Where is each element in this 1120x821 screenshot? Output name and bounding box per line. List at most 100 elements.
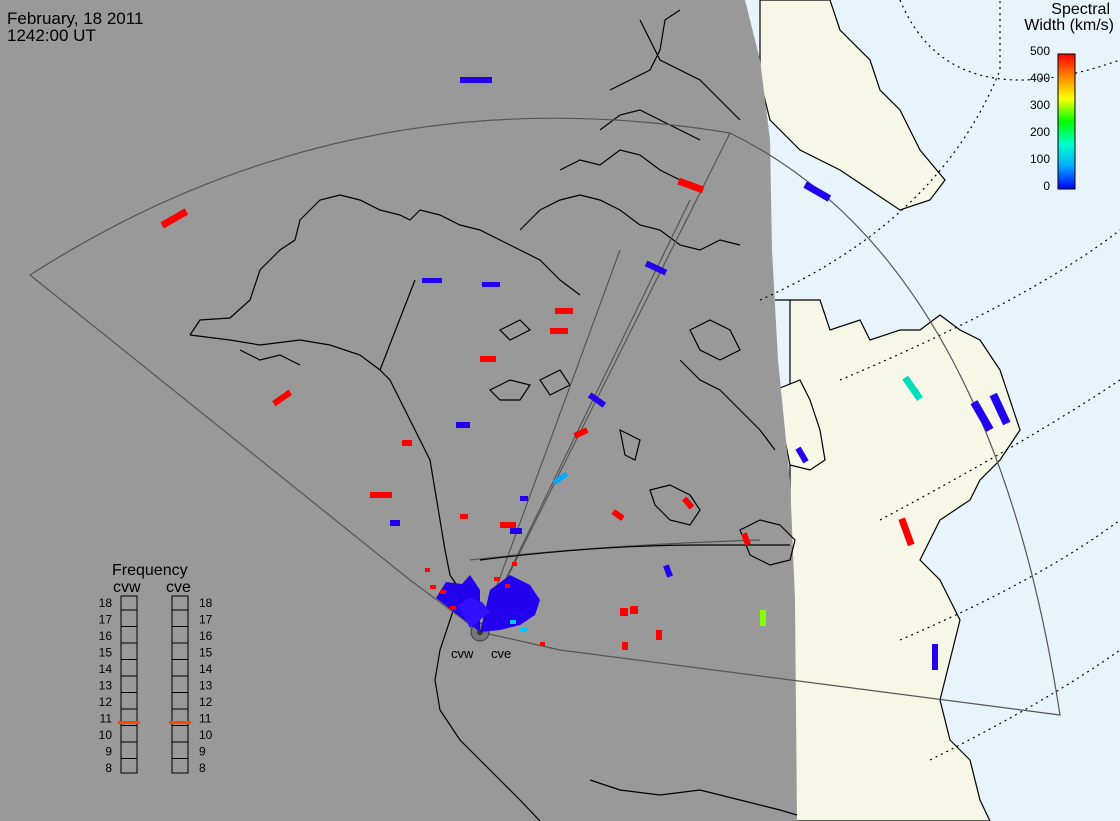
frequency-label-cvw: cvw (113, 579, 141, 596)
colorbar-tick: 200 (1030, 125, 1050, 139)
echo-cell (677, 177, 705, 194)
colorbar-tick: 300 (1030, 98, 1050, 112)
echo-cell (520, 496, 528, 501)
echo-cells (160, 77, 1011, 670)
day-land (759, 0, 1021, 821)
echo-cell (482, 282, 500, 287)
colorbar-title-line1: Spectral (1051, 1, 1110, 18)
echo-cell (430, 585, 436, 589)
frequency-label-cve: cve (166, 579, 191, 596)
frequency-tick-label: 18 (99, 596, 113, 610)
echo-cell (390, 520, 400, 526)
colorbar-tick: 100 (1030, 152, 1050, 166)
echo-cell (644, 260, 668, 276)
radar-label-west: cvw (451, 646, 474, 661)
echo-cell (494, 577, 500, 581)
frequency-tick-label: 8 (105, 761, 112, 775)
echo-cell (970, 400, 994, 432)
frequency-tick-label: 10 (99, 728, 113, 742)
echo-cell (622, 642, 628, 650)
colorbar-gradient (1057, 53, 1076, 190)
echo-cluster-center (458, 598, 490, 628)
frequency-tick-label: 11 (199, 712, 212, 726)
frequency-tick-label: 10 (199, 728, 213, 742)
colorbar-tick: 0 (1043, 179, 1050, 193)
echo-cell (512, 562, 517, 566)
frequency-tick-label: 18 (199, 596, 213, 610)
frequency-tick-label: 14 (99, 662, 113, 676)
frequency-tick-label: 16 (99, 629, 113, 643)
frequency-tick-label: 13 (99, 679, 113, 693)
echo-cell (460, 514, 468, 519)
colorbar-title-line2: Width (km/s) (1024, 17, 1114, 34)
colorbar-tick: 500 (1030, 44, 1050, 58)
echo-cell (620, 608, 628, 616)
frequency-tick-label: 17 (99, 613, 113, 627)
frequency-tick-label: 9 (105, 745, 112, 759)
frequency-tick-label: 17 (199, 613, 213, 627)
echo-cell (272, 389, 292, 407)
boundaries (379, 279, 790, 561)
echo-cell (795, 446, 809, 464)
frequency-tick-label: 16 (199, 629, 213, 643)
frequency-panel: Frequency cvw cve 1817161514131211109818… (99, 562, 213, 775)
echo-cell (520, 628, 528, 632)
frequency-tick-label: 13 (199, 679, 213, 693)
echo-cell (760, 610, 766, 626)
echo-cell (382, 492, 392, 498)
colorbar-tick: 400 (1030, 71, 1050, 85)
echo-cell (630, 606, 638, 614)
date-label: February, 18 2011 (7, 9, 143, 28)
frequency-tick-label: 12 (99, 695, 113, 709)
echo-cell (505, 584, 510, 588)
frequency-scales: 18 17 16 15 14 13 12 11 10 9 8 18 17 16 15 14 13 12 11 10 9 8 (99, 595, 213, 775)
echo-cell (555, 308, 573, 314)
radar-fov (28, 117, 1061, 716)
echo-cell (587, 392, 607, 408)
echo-cell (450, 606, 456, 610)
frequency-tick-label: 15 (199, 646, 213, 660)
echo-cell (460, 77, 492, 83)
echo-cell (932, 644, 938, 670)
echo-cell (456, 422, 470, 428)
echo-cell (552, 471, 569, 486)
echo-cell (803, 181, 832, 202)
colorbar: Spectral Width (km/s) 500 400 300 200 10… (1024, 1, 1114, 193)
echo-cell (500, 522, 516, 528)
echo-cell (402, 440, 412, 446)
echo-cell (902, 375, 923, 401)
night-region (0, 0, 797, 821)
echo-cell (656, 630, 662, 640)
echo-cell (663, 564, 673, 578)
coastlines (189, 9, 798, 821)
echo-cell (422, 278, 442, 283)
echo-cell (989, 392, 1011, 426)
frequency-scale-cvw (120, 595, 138, 774)
frequency-tick-label: 15 (99, 646, 113, 660)
echo-cell (681, 496, 695, 510)
frequency-tick-label: 9 (199, 745, 206, 759)
frequency-tick-label: 11 (100, 712, 113, 726)
frequency-scale-cve (171, 595, 189, 774)
time-label: 1242:00 UT (7, 26, 96, 45)
frequency-tick-label: 14 (199, 662, 213, 676)
echo-cell (540, 642, 545, 646)
echo-cell (425, 568, 430, 572)
echo-cell (510, 528, 522, 534)
echo-cell (898, 517, 915, 547)
frequency-title: Frequency (112, 562, 188, 579)
echo-cluster-east (480, 575, 540, 632)
echo-cell (160, 208, 189, 229)
radar-label-east: cve (491, 646, 511, 661)
echo-cell (480, 356, 496, 362)
frequency-tick-label: 12 (199, 695, 213, 709)
echo-cell (741, 532, 751, 546)
echo-cell (370, 492, 382, 498)
frequency-tick-label: 8 (199, 761, 206, 775)
latitude-arcs (759, 0, 1120, 761)
echo-cell (573, 427, 589, 439)
echo-cell (550, 328, 568, 334)
echo-cell (510, 620, 516, 624)
echo-cell (440, 590, 446, 594)
